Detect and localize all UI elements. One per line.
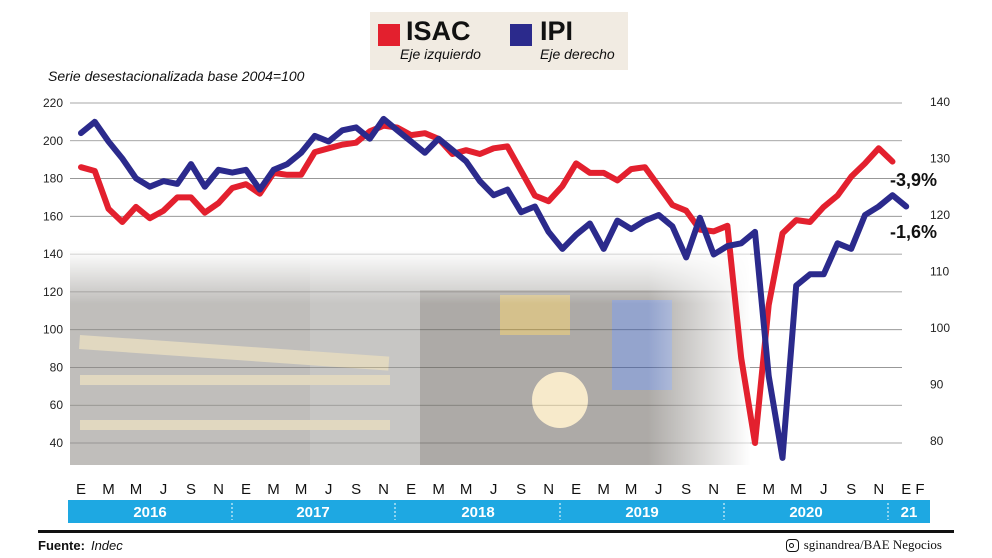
year-label-2019: 2019 [625,504,658,521]
legend-swatch-ipi [510,24,532,46]
year-label-21: 21 [901,504,918,521]
x-tick-17: N [543,481,554,498]
isac-end-label: -3,9% [890,170,938,190]
year-label-2018: 2018 [461,504,494,521]
y-right-tick-80: 80 [930,434,944,448]
x-tick-22: S [681,481,691,498]
x-tick-0: E [76,481,86,498]
y-left-tick-140: 140 [43,247,63,261]
x-tick-3: J [160,481,168,498]
y-right-tick-140: 140 [930,95,950,109]
legend-axis-note-ipi: Eje derecho [540,46,615,62]
x-tick-21: J [655,481,663,498]
x-tick-9: J [325,481,333,498]
x-tick-23: N [708,481,719,498]
factory-photo [70,250,750,465]
x-tick-13: M [432,481,445,498]
credit: sginandrea/BAE Negocios [785,537,942,553]
x-tick-29: N [873,481,884,498]
credit-text: sginandrea/BAE Negocios [803,537,942,552]
chart: 40 60 80 100 120 140 160 180 200 220 80 90 100 110 120… [43,95,950,523]
x-tick-15: J [490,481,498,498]
legend-label-ipi: IPI [540,16,574,46]
source-label: Fuente: [38,538,85,553]
legend-axis-note-isac: Eje izquierdo [400,46,481,62]
x-tick-27: J [820,481,828,498]
x-tick-16: S [516,481,526,498]
x-tick-10: S [351,481,361,498]
y-left-tick-200: 200 [43,134,63,148]
y-left-tick-100: 100 [43,323,63,337]
legend-swatch-isac [378,24,400,46]
year-label-2020: 2020 [789,504,822,521]
year-label-2017: 2017 [296,504,329,521]
y-right-tick-110: 110 [930,265,949,279]
chart-subtitle: Serie desestacionalizada base 2004=100 [48,68,305,84]
source-note: Fuente: Indec [38,538,123,553]
y-left-tick-80: 80 [50,360,64,374]
x-tick-31: F [915,481,924,498]
series-line-ipi [78,115,910,461]
y-left-tick-60: 60 [50,398,64,412]
y-left-tick-220: 220 [43,96,63,110]
x-tick-7: M [267,481,280,498]
footer-divider [38,530,954,533]
x-tick-19: M [597,481,610,498]
x-tick-4: S [186,481,196,498]
instagram-icon [785,539,799,552]
y-right-tick-90: 90 [930,378,944,392]
x-tick-2: M [130,481,143,498]
y-right-tick-120: 120 [930,208,950,222]
year-band [68,500,930,523]
x-tick-1: M [102,481,115,498]
y-left-tick-120: 120 [43,285,63,299]
legend: ISAC Eje izquierdo IPI Eje derecho [370,12,628,70]
y-left-tick-40: 40 [50,436,64,450]
ipi-end-label: -1,6% [890,222,938,242]
year-label-2016: 2016 [133,504,166,521]
x-tick-14: M [460,481,473,498]
y-right-tick-100: 100 [930,321,950,335]
x-tick-8: M [295,481,308,498]
x-tick-26: M [790,481,803,498]
x-tick-5: N [213,481,224,498]
x-tick-12: E [406,481,416,498]
x-tick-20: M [625,481,638,498]
x-tick-24: E [736,481,746,498]
x-tick-28: S [846,481,856,498]
x-tick-11: N [378,481,389,498]
y-left-tick-160: 160 [43,209,63,223]
x-tick-18: E [571,481,581,498]
x-tick-6: E [241,481,251,498]
y-right-tick-130: 130 [930,152,950,166]
series-line-isac [78,122,896,446]
x-tick-30: E [901,481,911,498]
source-value: Indec [90,538,123,553]
y-left-tick-180: 180 [43,172,63,186]
x-tick-25: M [762,481,775,498]
legend-label-isac: ISAC [406,16,471,46]
